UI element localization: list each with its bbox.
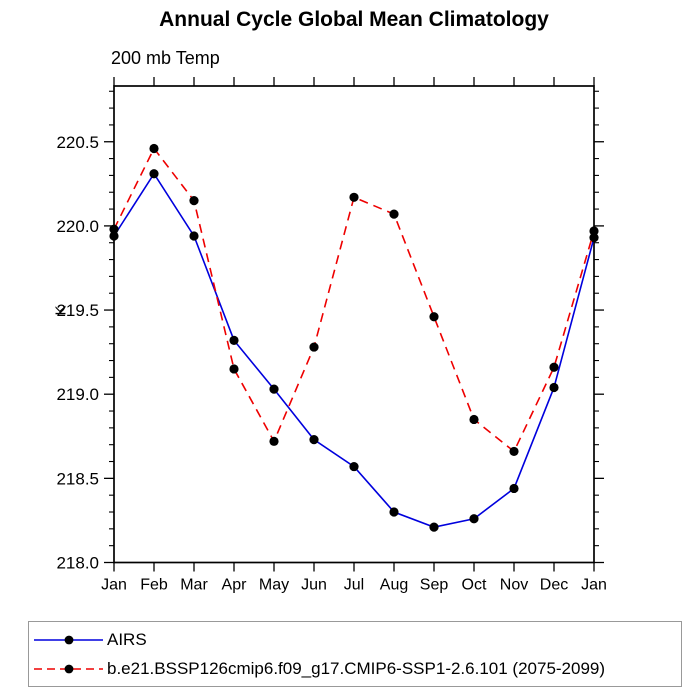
x-tick-label: Jan [101,577,127,594]
data-point-marker [469,514,479,524]
legend-label-airs: AIRS [107,629,147,649]
data-point-marker [229,364,239,374]
x-tick-label: Mar [180,577,208,594]
data-point-marker [509,446,519,457]
x-tick-label: Sep [420,577,449,594]
x-tick-label: Jul [344,577,364,594]
legend-item-airs: AIRS [29,625,681,654]
legend-item-model: b.e21.BSSP126cmip6.f09_g17.CMIP6-SSP1-2.… [29,654,681,683]
data-point-marker [229,335,239,345]
plot-area: Jan Feb Mar Apr May Jun Jul Aug Sep Oct Nov Dec Jan2… [56,77,607,594]
data-point-marker [349,461,359,472]
chart-subtitle: 200 mb Temp [111,48,220,68]
x-tick-label: Apr [222,577,248,594]
data-point-marker [389,507,399,517]
legend-marker-dot-icon [64,664,74,673]
data-point-marker [109,224,119,234]
x-tick-label: Feb [140,577,168,594]
data-point-marker [549,362,559,372]
y-tick-label: 218.5 [56,469,99,488]
data-point-marker [509,483,519,494]
data-point-marker [429,522,439,532]
y-tick-label: 219.0 [56,385,99,404]
x-tick-label: Aug [380,577,408,594]
data-point-marker [189,231,199,241]
data-point-marker [109,231,119,241]
data-point-marker [389,209,399,219]
y-tick-label: 220.5 [56,133,99,152]
data-point-marker [269,384,279,394]
data-point-marker [349,192,359,202]
chart-title: Annual Cycle Global Mean Climatology [159,8,549,31]
y-tick-label: 220.0 [56,217,99,236]
x-tick-label: Jun [301,577,327,594]
data-point-marker [589,233,599,243]
legend-label-model: b.e21.BSSP126cmip6.f09_g17.CMIP6-SSP1-2.… [107,658,606,678]
legend-line-sample-airs [34,635,103,644]
data-point-marker [269,436,279,446]
data-point-marker [189,196,199,206]
legend-marker-dot-icon [64,635,74,644]
x-tick-label: May [259,577,289,594]
y-tick-label: 218.0 [56,554,99,573]
data-point-marker [309,435,319,445]
data-point-marker [149,169,159,179]
legend-box: AIRS b.e21.BSSP126cmip6.f09_g17.CMIP6-SS… [28,621,682,687]
x-tick-label: Oct [462,577,487,594]
data-point-marker [149,143,159,154]
data-point-marker [549,382,559,393]
y-tick-label: 219.5 [56,301,99,320]
data-point-marker [469,414,479,425]
legend-line-sample-model [34,664,103,673]
x-tick-label: Jan [581,577,607,594]
x-tick-label: Dec [540,577,568,594]
data-point-marker [309,342,319,352]
series-line-0 [113,172,595,528]
x-tick-label: Nov [500,577,528,594]
data-point-marker [429,312,439,322]
data-point-marker [589,226,599,236]
plot-frame [113,85,595,564]
